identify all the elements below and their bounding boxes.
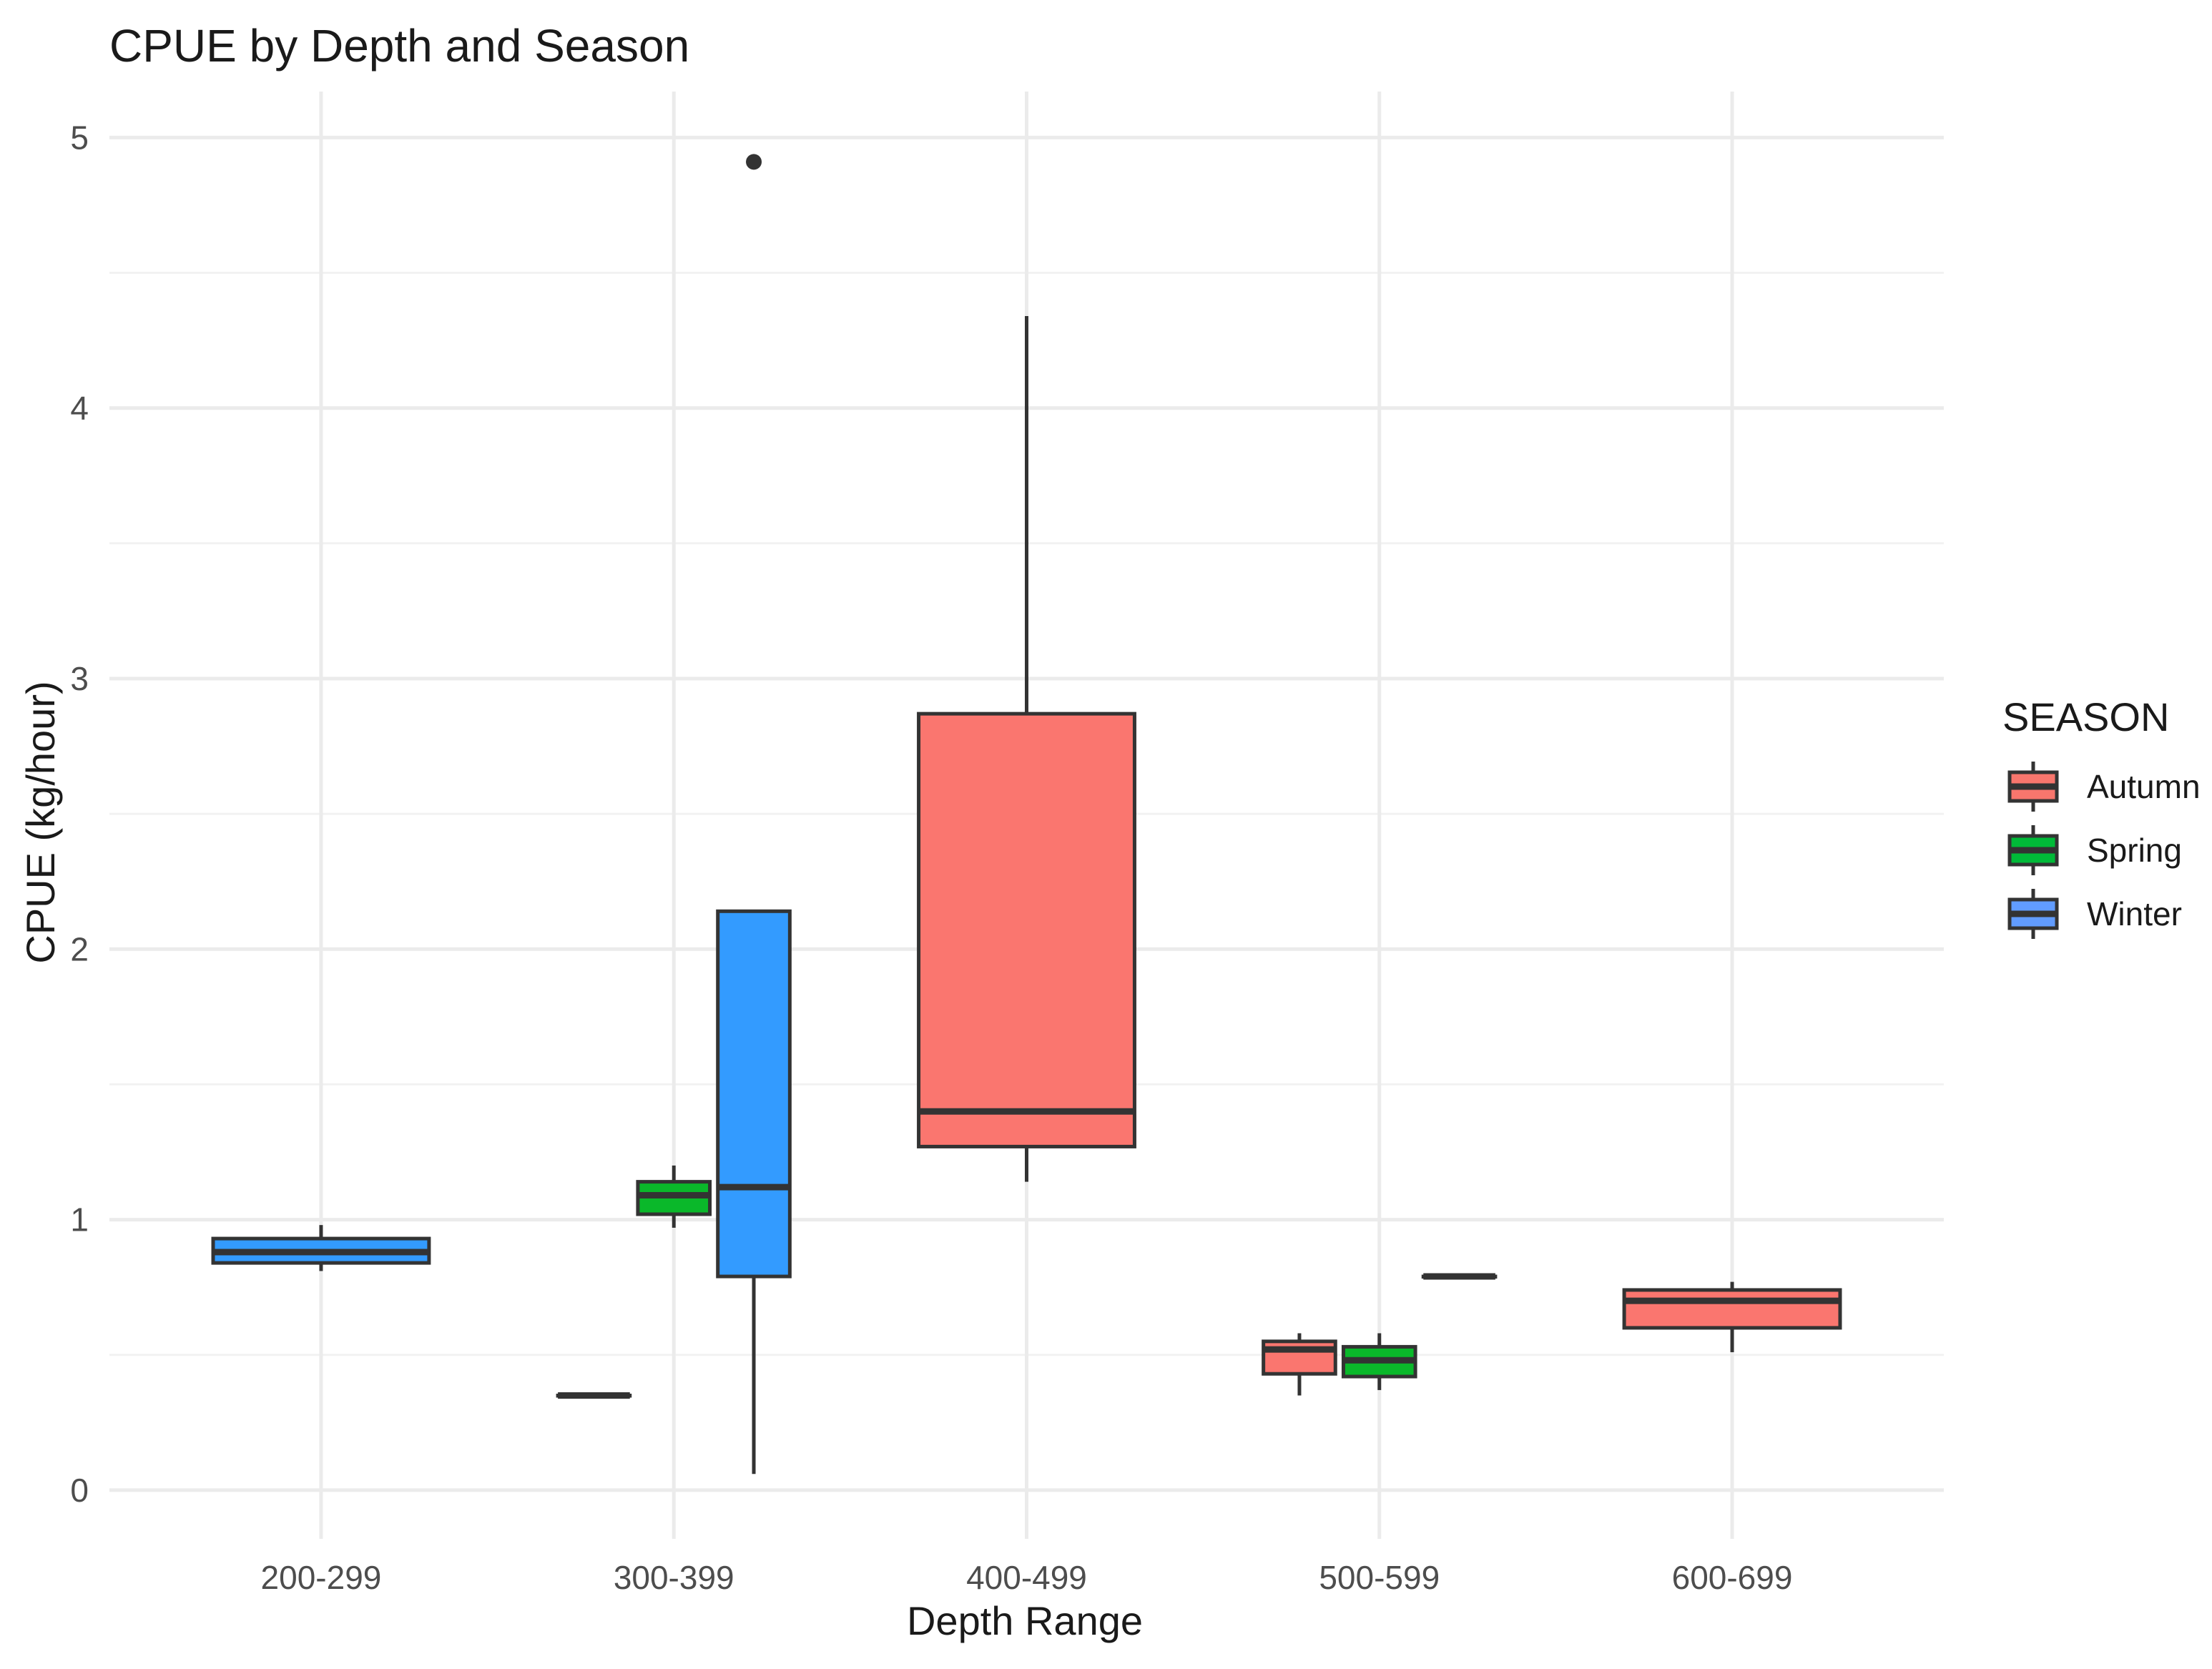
box-iqr	[917, 712, 1136, 1148]
y-tick-label: 3	[70, 660, 89, 697]
x-tick-label: 600-699	[1672, 1559, 1793, 1596]
box-300-399-autumn	[556, 1392, 632, 1399]
outlier-point	[746, 154, 762, 170]
y-axis-title: CPUE (kg/hour)	[18, 681, 63, 963]
x-tick-label: 300-399	[614, 1559, 734, 1596]
legend-label: Autumn	[2087, 768, 2201, 805]
legend-label: Winter	[2087, 895, 2182, 932]
box-iqr	[1622, 1288, 1842, 1330]
y-tick-label: 5	[70, 119, 89, 156]
legend-label: Spring	[2087, 832, 2182, 869]
legend-item-autumn: Autumn	[2007, 762, 2201, 812]
legend: SEASON Autumn Spring Winter	[2002, 694, 2201, 939]
box-200-299-winter	[211, 1225, 431, 1271]
y-tick-label: 2	[70, 930, 89, 968]
y-tick-label: 0	[70, 1472, 89, 1509]
legend-item-winter: Winter	[2007, 889, 2182, 939]
x-axis-ticks: 200-299 300-399 400-499 500-599 600-699	[261, 1559, 1793, 1596]
x-tick-label: 200-299	[261, 1559, 382, 1596]
legend-item-spring: Spring	[2007, 825, 2182, 875]
box-300-399-spring	[636, 1165, 712, 1228]
box-500-599-spring	[1341, 1333, 1417, 1390]
box-layer	[211, 154, 1842, 1474]
legend-items: Autumn Spring Winter	[2007, 762, 2201, 939]
y-tick-label: 1	[70, 1201, 89, 1239]
x-tick-label: 500-599	[1319, 1559, 1440, 1596]
box-iqr	[1262, 1339, 1337, 1376]
box-300-399-winter	[716, 154, 792, 1474]
box-500-599-winter	[1421, 1273, 1498, 1280]
x-axis-title: Depth Range	[907, 1598, 1143, 1643]
box-500-599-autumn	[1262, 1333, 1337, 1396]
box-iqr	[716, 909, 792, 1279]
chart-title: CPUE by Depth and Season	[109, 20, 689, 72]
box-400-499-autumn	[917, 316, 1136, 1182]
box-600-699-autumn	[1622, 1281, 1842, 1352]
x-tick-label: 400-499	[966, 1559, 1087, 1596]
y-axis-ticks: 0 1 2 3 4 5	[70, 119, 89, 1509]
legend-title: SEASON	[2002, 694, 2169, 739]
y-tick-label: 4	[70, 390, 89, 427]
